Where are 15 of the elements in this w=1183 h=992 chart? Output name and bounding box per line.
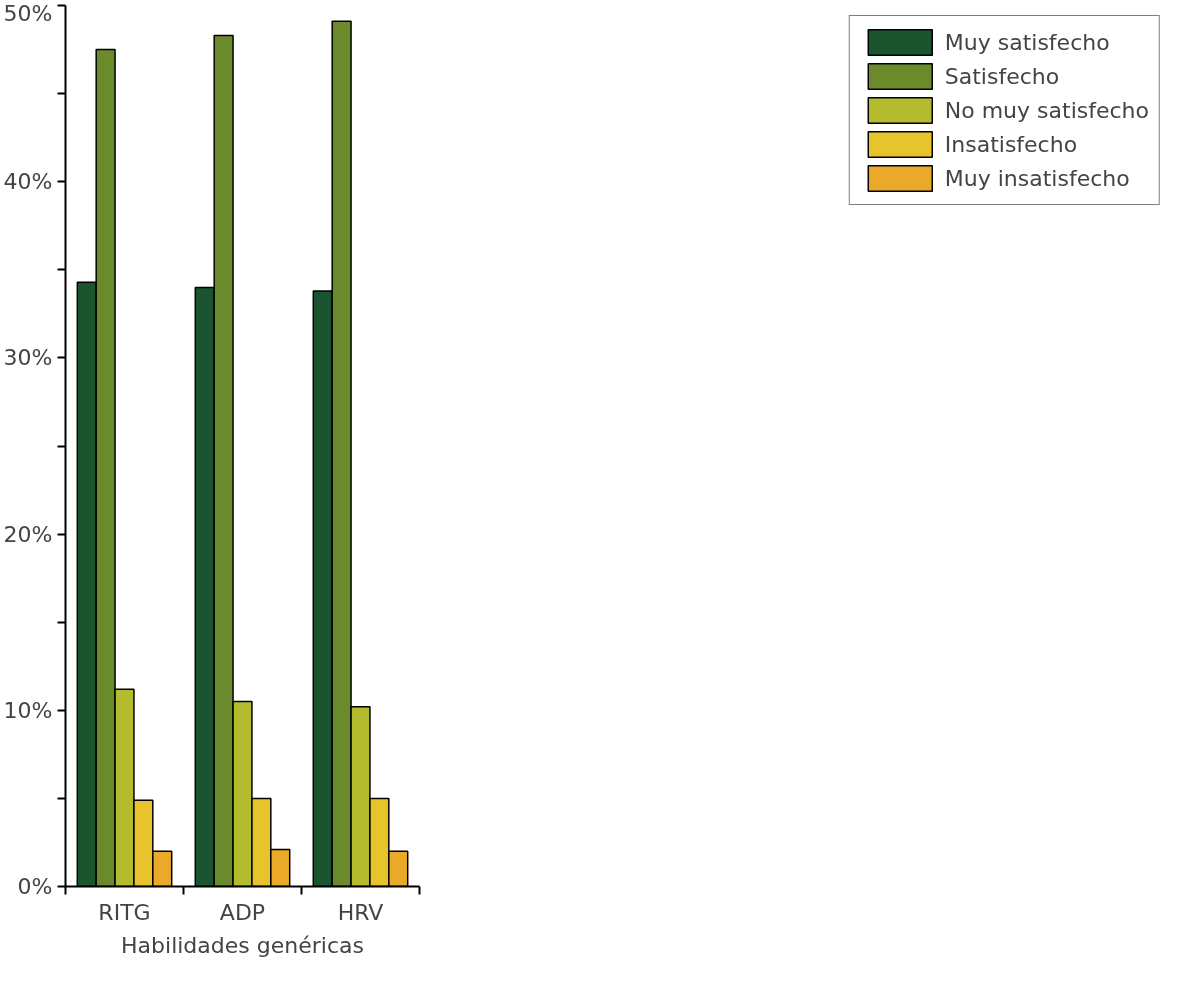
x-tick-label: RITG [98,899,151,925]
legend-label: Muy insatisfecho [944,165,1130,191]
y-tick-label: 30% [3,345,53,371]
x-axis-title: Habilidades genéricas [121,932,364,958]
legend-label: Muy satisfecho [944,29,1110,55]
y-tick-label: 10% [3,697,53,723]
y-tick-label: 50% [3,0,53,26]
legend-label: Insatisfecho [944,131,1078,157]
legend-label: No muy satisfecho [944,97,1149,123]
y-tick-label: 0% [17,874,53,899]
y-tick-label: 40% [3,169,53,195]
legend-label: Satisfecho [944,63,1060,89]
y-tick-label: 20% [3,521,53,547]
x-tick-label: HRV [337,899,384,925]
x-tick-label: ADP [219,899,266,925]
